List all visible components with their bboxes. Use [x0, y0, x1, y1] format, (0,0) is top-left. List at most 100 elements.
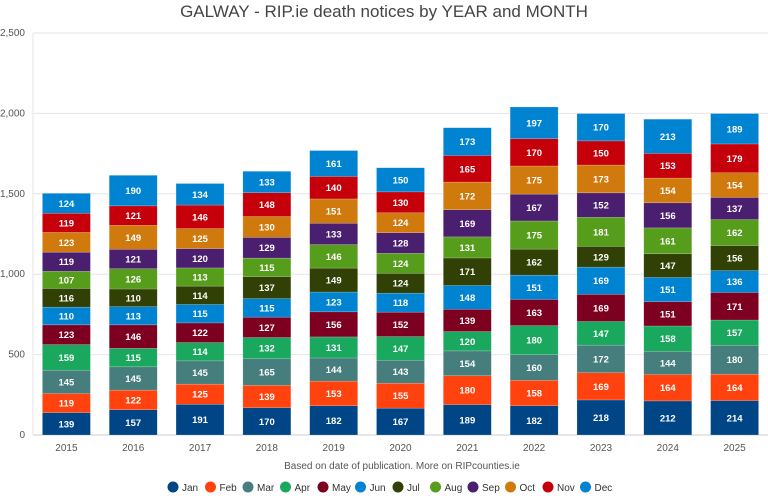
data-label: 147	[593, 329, 609, 340]
bar-segment-nov-2022	[509, 138, 559, 167]
bar-segment-oct-2025	[710, 172, 759, 198]
data-label: 122	[125, 395, 141, 406]
legend-label: Jan	[182, 483, 198, 494]
data-label: 170	[526, 148, 542, 159]
legend-label: Feb	[220, 483, 238, 494]
bar-segment-jul-2021	[443, 257, 492, 286]
bar-segment-nov-2025	[710, 143, 759, 173]
bar-segment-sep-2022	[509, 193, 559, 222]
data-label: 137	[727, 204, 743, 215]
x-tick-label: 2023	[590, 443, 613, 454]
bar-segment-aug-2022	[509, 220, 559, 250]
bar-segment-sep-2021	[443, 209, 492, 238]
data-label: 133	[326, 229, 342, 240]
bar-segment-dec-2025	[710, 113, 759, 145]
data-label: 180	[459, 386, 475, 397]
data-label: 163	[526, 308, 542, 319]
y-tick-label: 1,000	[0, 269, 25, 280]
data-label: 151	[660, 285, 677, 296]
bar-segment-feb-2020	[376, 382, 425, 409]
data-label: 158	[660, 334, 676, 345]
bar-segment-jul-2023	[576, 246, 626, 268]
data-label: 197	[526, 118, 542, 129]
bar-segment-jun-2023	[576, 266, 626, 295]
data-label: 129	[259, 243, 275, 254]
legend-label: May	[332, 483, 351, 494]
bar-segment-jan-2024	[643, 400, 693, 436]
data-label: 110	[126, 293, 141, 304]
x-tick-label: 2025	[723, 443, 746, 454]
x-tick-label: 2020	[389, 443, 412, 454]
legend-label: Apr	[295, 483, 311, 494]
data-label: 156	[727, 254, 743, 265]
data-label: 128	[393, 239, 409, 250]
data-label: 151	[526, 283, 543, 294]
bar-segment-mar-2021	[443, 350, 492, 376]
data-label: 115	[259, 263, 275, 274]
data-label: 191	[192, 415, 209, 426]
data-label: 169	[593, 382, 609, 393]
x-tick-label: 2021	[456, 443, 479, 454]
bar-segment-jul-2025	[710, 245, 759, 271]
data-label: 156	[660, 211, 676, 222]
data-label: 145	[58, 377, 75, 388]
data-label: 146	[326, 252, 342, 263]
bar-segment-may-2022	[509, 299, 559, 326]
bar-segment-nov-2015	[42, 213, 91, 233]
data-label: 159	[58, 353, 74, 364]
y-tick-label: 2,000	[0, 108, 25, 119]
data-label: 160	[526, 363, 542, 374]
data-label: 124	[393, 218, 410, 229]
data-label: 189	[727, 124, 743, 135]
data-label: 126	[125, 274, 141, 285]
data-label: 149	[326, 276, 342, 287]
data-label: 218	[593, 413, 609, 424]
data-label: 161	[326, 159, 343, 170]
data-label: 152	[593, 201, 609, 212]
data-label: 214	[727, 413, 744, 424]
x-tick-label: 2018	[256, 443, 279, 454]
data-label: 175	[526, 231, 543, 242]
bar-segment-dec-2020	[376, 167, 425, 193]
data-label: 107	[58, 275, 74, 286]
data-label: 119	[59, 218, 74, 229]
data-label: 137	[259, 283, 275, 294]
bar-segment-may-2024	[643, 301, 693, 327]
data-label: 140	[326, 183, 342, 194]
data-label: 164	[660, 383, 677, 394]
data-label: 133	[259, 177, 275, 188]
data-label: 139	[459, 316, 475, 327]
data-label: 170	[593, 123, 609, 134]
data-label: 132	[259, 344, 275, 355]
legend-marker-feb	[205, 481, 216, 493]
data-label: 122	[192, 328, 208, 339]
data-label: 145	[125, 374, 142, 385]
bar-segment-nov-2021	[443, 155, 492, 183]
data-label: 172	[593, 354, 609, 365]
legend: Jan Feb Mar Apr May Jun Jul Aug Sep Oct Nov Dec	[167, 481, 612, 494]
data-label: 150	[593, 148, 609, 159]
x-tick-label: 2024	[657, 443, 680, 454]
data-label: 115	[259, 303, 275, 314]
data-label: 120	[192, 254, 208, 265]
data-label: 152	[393, 320, 409, 331]
bar-segment-aug-2020	[376, 253, 425, 274]
bar-segment-may-2023	[576, 294, 626, 322]
bar-segment-apr-2025	[710, 319, 759, 346]
data-label: 164	[727, 383, 744, 394]
data-label: 148	[459, 293, 475, 304]
bar-segment-apr-2017	[175, 342, 225, 362]
data-label: 115	[192, 309, 208, 320]
data-label: 139	[58, 419, 74, 430]
bar-segment-oct-2019	[309, 198, 358, 224]
data-label: 139	[259, 392, 275, 403]
y-axis: 0 500 1,000 1,500 2,000 2,500	[0, 28, 25, 441]
legend-label: Mar	[257, 483, 275, 494]
data-label: 154	[660, 186, 677, 197]
data-label: 119	[59, 399, 74, 410]
legend-marker-oct	[505, 481, 516, 493]
data-label: 114	[192, 291, 208, 302]
chart-title: GALWAY - RIP.ie death notices by YEAR an…	[180, 2, 588, 21]
data-label: 123	[58, 330, 74, 341]
